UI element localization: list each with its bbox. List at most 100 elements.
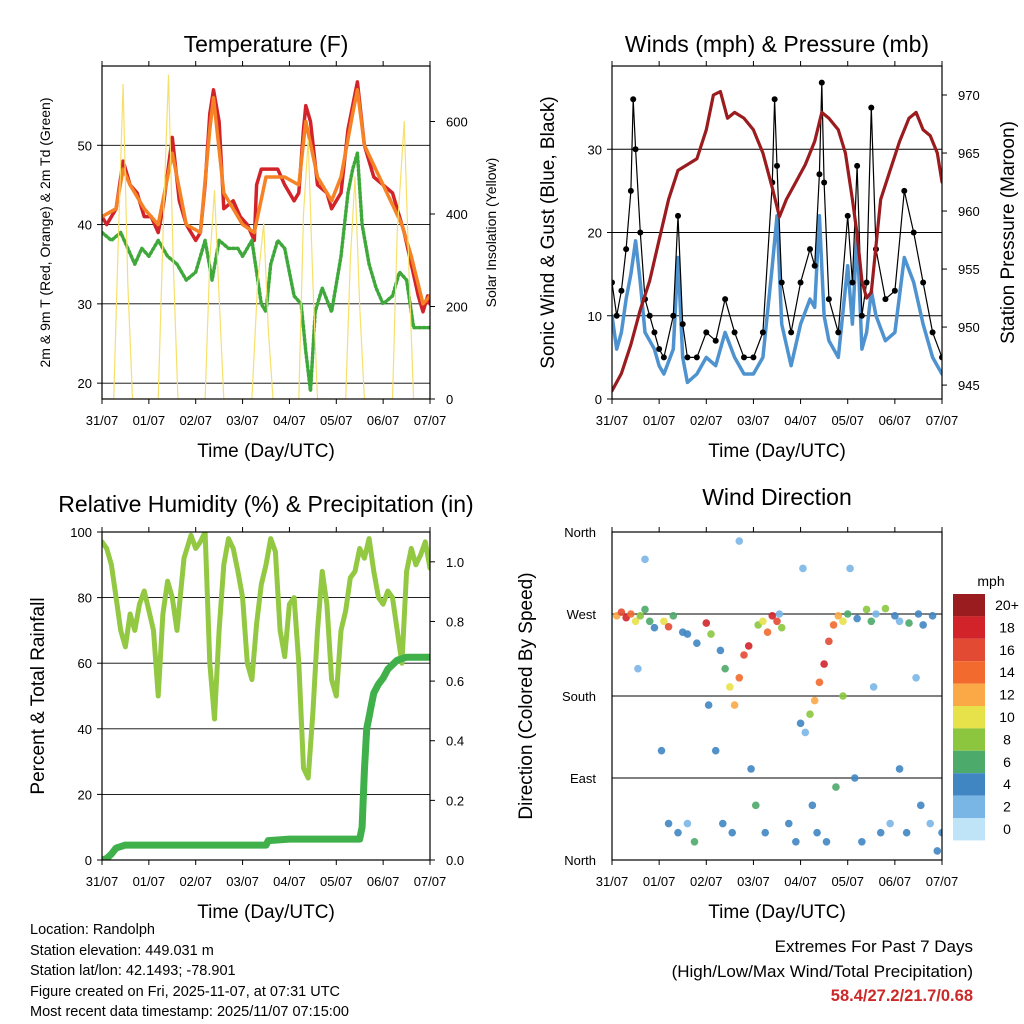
temperature-xtick-label: 02/07 xyxy=(179,413,212,428)
winds-gust-point xyxy=(821,179,828,186)
humidity-xtick-label: 03/07 xyxy=(226,874,259,889)
colorbar-label: 4 xyxy=(1003,776,1011,792)
winds-ylabel-right: Station Pressure (Maroon) xyxy=(998,121,1019,344)
direction-xtick-label: 01/07 xyxy=(643,874,676,889)
direction-point xyxy=(704,701,713,709)
colorbar-swatch xyxy=(953,616,985,639)
temperature-ytick-right-label: 600 xyxy=(446,115,468,130)
winds-ylabel: Sonic Wind & Gust (Blue, Black) xyxy=(538,96,559,368)
direction-point xyxy=(914,610,923,618)
winds-gust-point xyxy=(679,321,686,328)
winds-gust-point xyxy=(939,354,942,361)
direction-point xyxy=(815,678,824,687)
winds-ytick-right-label: 950 xyxy=(958,320,980,335)
winds-gust-point xyxy=(612,279,615,286)
direction-xlabel: Time (Day/UTC) xyxy=(708,902,846,923)
direction-point xyxy=(773,617,781,626)
direction-point xyxy=(905,619,913,627)
temperature-plot-area xyxy=(102,74,430,399)
winds-xtick-label: 04/07 xyxy=(784,413,817,428)
extremes-subtitle: (High/Low/Max Wind/Total Precipitation) xyxy=(671,962,973,981)
humidity-ylabel: Percent & Total Rainfall xyxy=(28,597,49,794)
winds-gust-point xyxy=(759,329,766,336)
direction-point xyxy=(721,664,729,673)
temperature-ytick-label: 50 xyxy=(78,138,92,153)
winds-series-station-pressure xyxy=(612,89,942,393)
colorbar-label: 2 xyxy=(1003,799,1011,815)
winds-gust-point xyxy=(675,212,681,219)
winds-gust-point xyxy=(630,96,637,103)
winds-gust-point xyxy=(868,104,875,111)
humidity-xtick-label: 04/07 xyxy=(273,874,306,889)
colorbar-label: 16 xyxy=(999,642,1015,658)
colorbar-label: 8 xyxy=(1003,731,1011,747)
humidity-ytick-right-label: 1.0 xyxy=(446,555,464,570)
direction-point xyxy=(820,660,828,668)
winds-ytick-right-label: 965 xyxy=(958,146,980,161)
direction-point xyxy=(839,692,847,700)
winds-xtick-label: 31/07 xyxy=(596,413,629,428)
direction-point xyxy=(634,664,642,673)
winds-panel: Winds (mph) & Pressure (mb) 0 10 20 30 945 950… xyxy=(538,31,1019,462)
direction-point xyxy=(759,617,767,626)
humidity-title: Relative Humidity (%) & Precipitation (i… xyxy=(58,491,473,517)
humidity-ytick-right-label: 0.8 xyxy=(446,614,464,629)
direction-point xyxy=(683,819,692,828)
direction-point xyxy=(938,828,942,837)
direction-point xyxy=(867,617,876,626)
winds-gust-point xyxy=(858,312,865,319)
temperature-ytick-right-label: 0 xyxy=(446,392,453,407)
temperature-xtick-label: 07/07 xyxy=(414,413,447,428)
winds-gust-point xyxy=(684,354,691,361)
winds-gust-point xyxy=(731,329,738,336)
direction-point xyxy=(744,642,753,650)
info-elevation: Station elevation: 449.031 m xyxy=(30,942,214,959)
winds-gust-point xyxy=(891,287,898,294)
direction-point xyxy=(777,623,786,632)
direction-point xyxy=(674,828,682,837)
temperature-ytick-right-label: 400 xyxy=(446,207,468,222)
winds-gust-point xyxy=(693,354,700,361)
winds-xlabel: Time (Day/UTC) xyxy=(708,441,846,462)
winds-gust-point xyxy=(807,246,813,253)
winds-xtick-label: 02/07 xyxy=(690,413,723,428)
winds-ytick-label: 10 xyxy=(588,309,602,324)
winds-title: Winds (mph) & Pressure (mb) xyxy=(625,31,929,57)
direction-point xyxy=(728,828,737,837)
direction-title: Wind Direction xyxy=(702,484,852,510)
winds-xtick-label: 06/07 xyxy=(879,413,912,428)
direction-xtick-label: 06/07 xyxy=(879,874,912,889)
winds-gust-point xyxy=(637,229,644,236)
humidity-panel: Relative Humidity (%) & Precipitation (i… xyxy=(28,491,474,923)
direction-point xyxy=(850,774,859,782)
humidity-plot-area xyxy=(102,532,430,860)
winds-gust-point xyxy=(882,296,889,303)
direction-point xyxy=(933,847,942,855)
direction-point xyxy=(631,617,640,626)
direction-xtick-label: 05/07 xyxy=(831,874,864,889)
direction-point xyxy=(641,605,649,614)
colorbar-label: 12 xyxy=(999,687,1015,703)
direction-point xyxy=(829,621,838,629)
direction-xtick-label: 03/07 xyxy=(737,874,770,889)
colorbar-swatch xyxy=(953,728,985,751)
direction-point xyxy=(751,801,760,810)
direction-point xyxy=(895,617,904,626)
colorbar-swatch xyxy=(953,706,985,729)
humidity-xtick-label: 05/07 xyxy=(320,874,353,889)
direction-point xyxy=(716,646,725,655)
temperature-xtick-label: 06/07 xyxy=(367,413,400,428)
direction-point xyxy=(846,564,854,573)
colorbar-swatch xyxy=(953,683,985,706)
winds-gust-point xyxy=(722,296,729,303)
direction-point xyxy=(928,612,937,620)
direction-point xyxy=(912,673,920,682)
colorbar-label: 20+ xyxy=(995,597,1019,613)
direction-point xyxy=(693,639,701,647)
direction-ytick-label: West xyxy=(567,607,597,622)
direction-point xyxy=(664,819,673,828)
winds-gust-point xyxy=(660,354,667,361)
winds-gust-point xyxy=(627,187,634,194)
direction-point xyxy=(763,628,772,637)
